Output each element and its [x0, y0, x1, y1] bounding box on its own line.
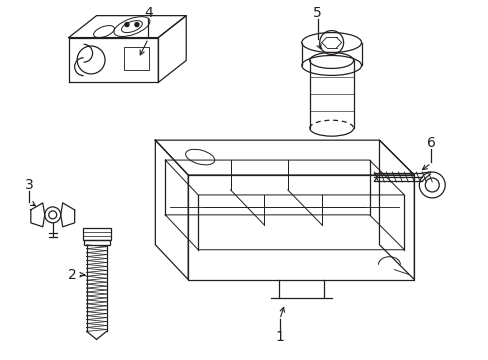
- Bar: [124, 48, 149, 70]
- Text: 1: 1: [275, 330, 284, 345]
- Bar: [82, 228, 110, 240]
- Circle shape: [125, 23, 129, 27]
- Text: 6: 6: [426, 136, 435, 150]
- Circle shape: [135, 23, 139, 27]
- Text: 2: 2: [68, 267, 77, 282]
- Text: 4: 4: [143, 6, 152, 20]
- Text: 3: 3: [24, 178, 33, 192]
- Text: 5: 5: [313, 6, 322, 20]
- Bar: [83, 240, 109, 245]
